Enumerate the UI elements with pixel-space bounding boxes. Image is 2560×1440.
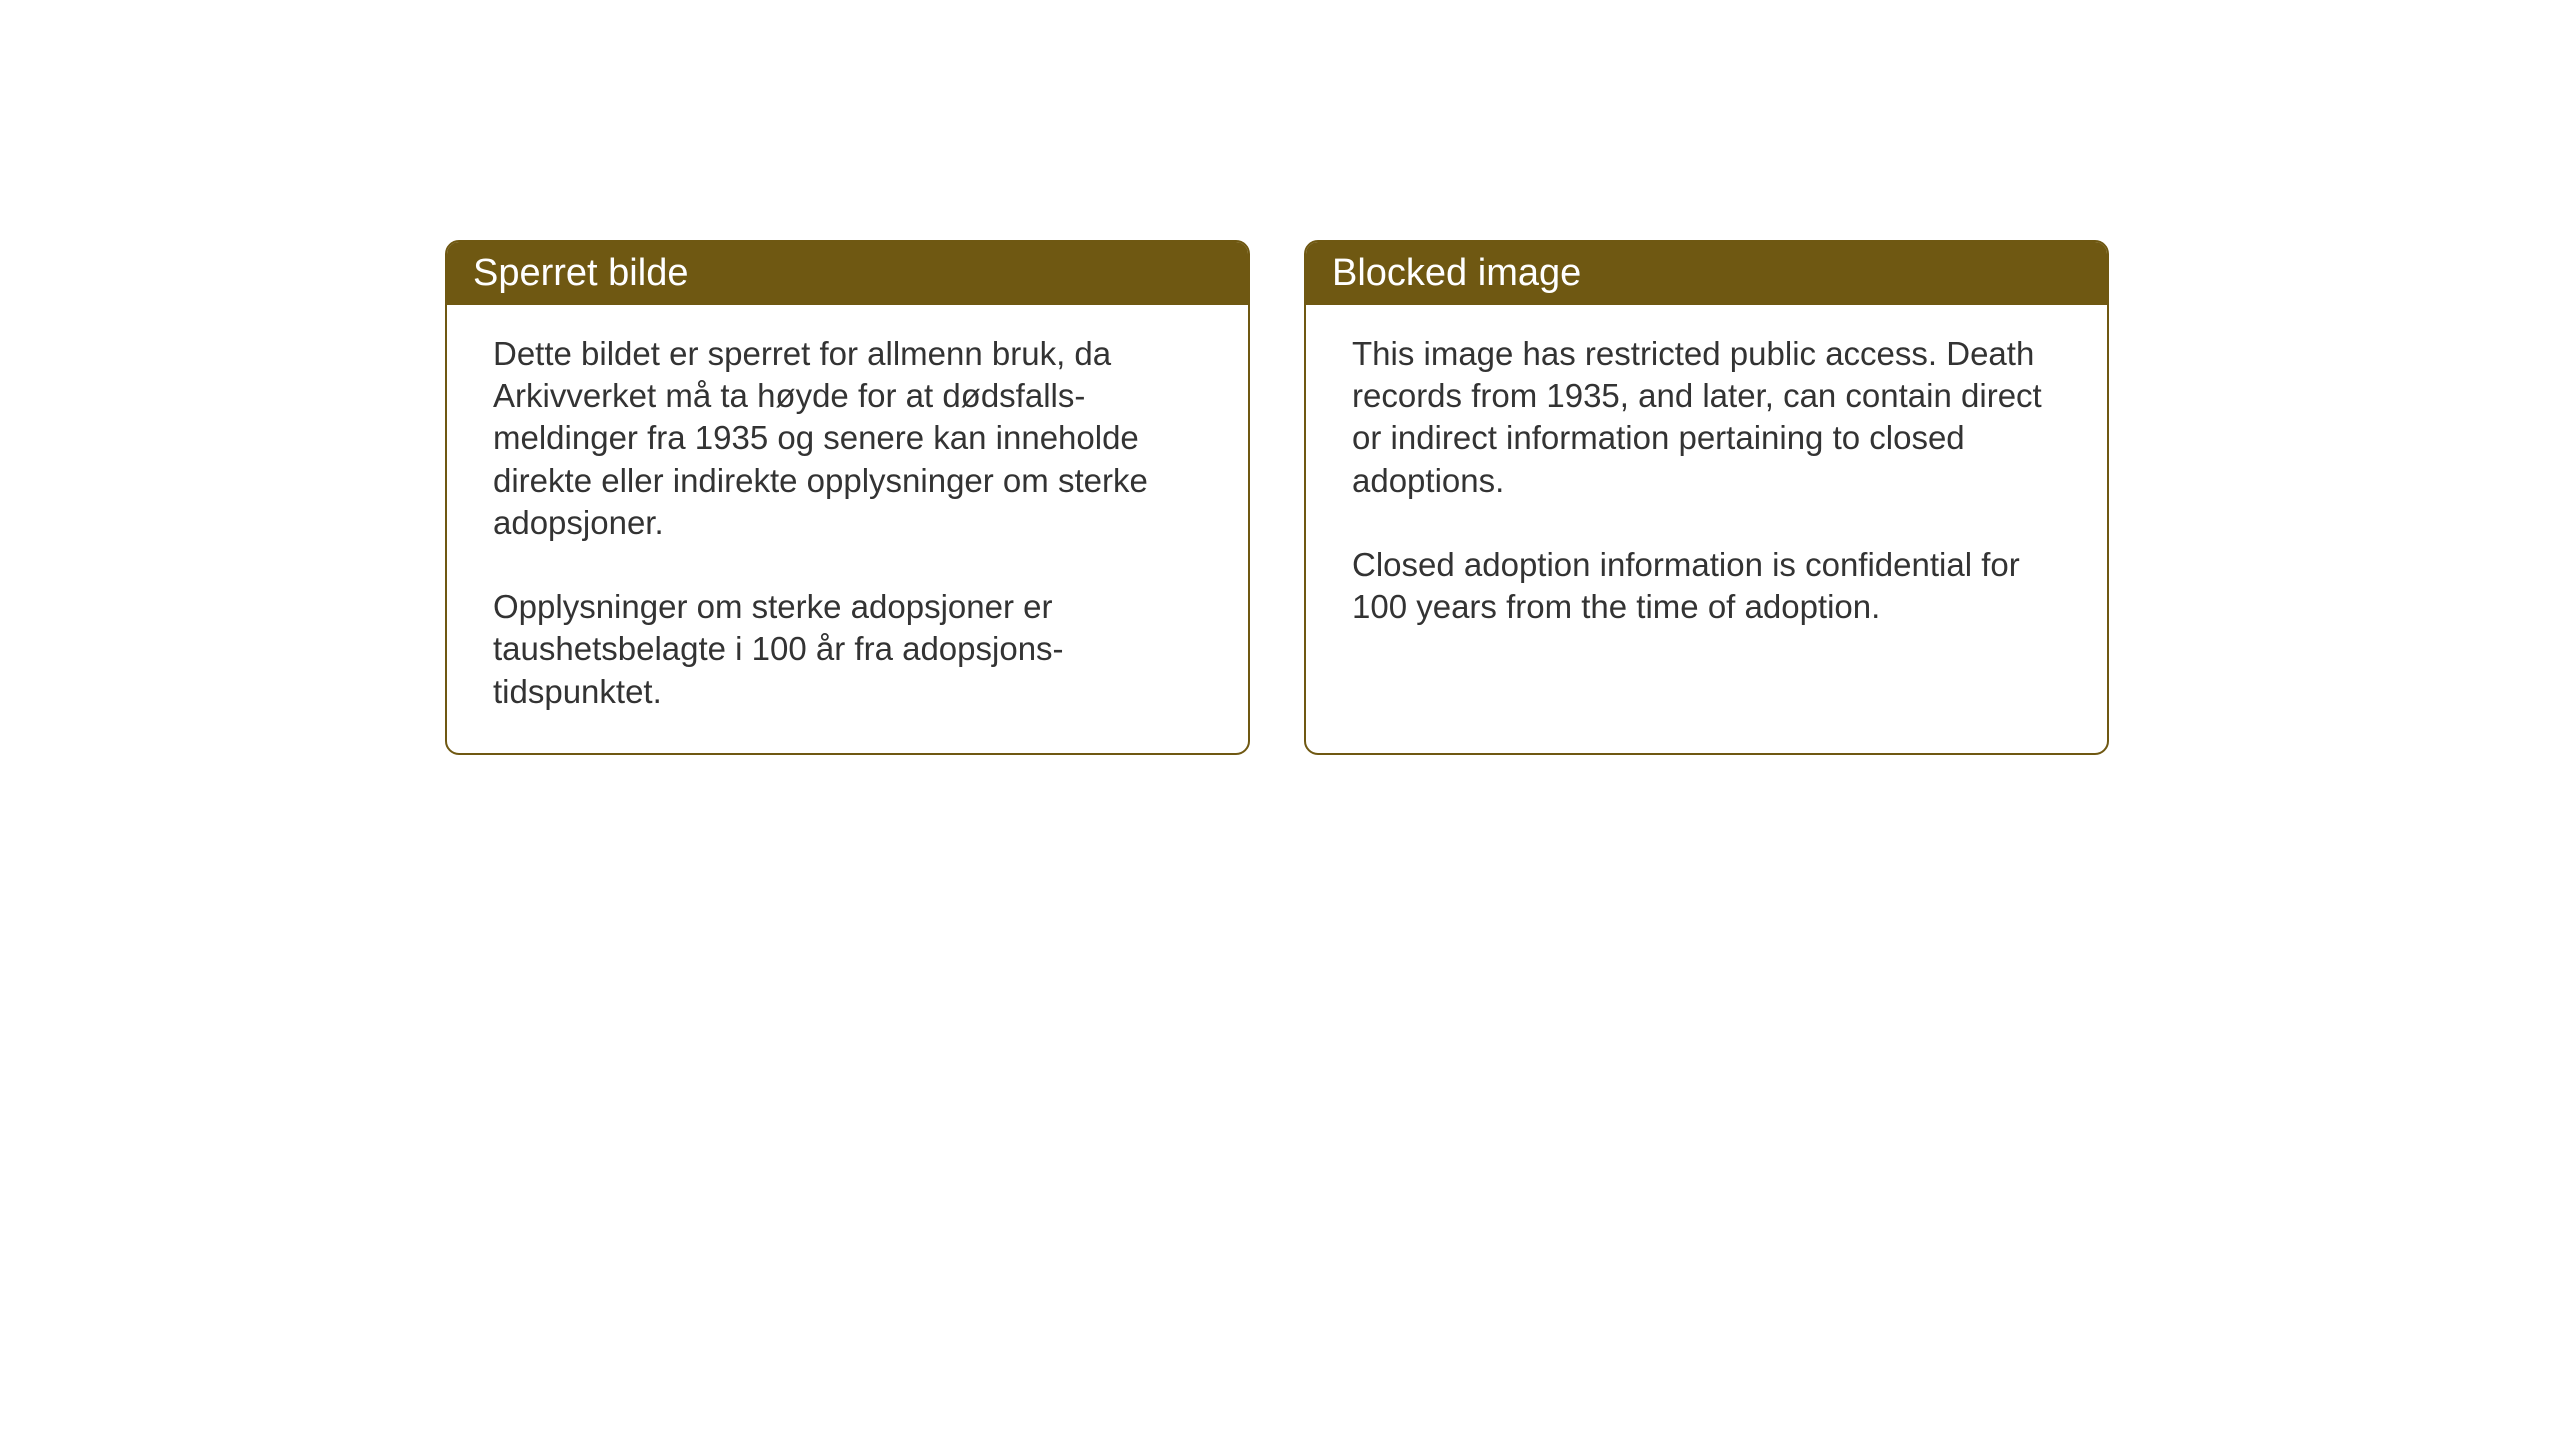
notice-paragraph-1-english: This image has restricted public access.… bbox=[1352, 333, 2061, 502]
notice-box-english: Blocked image This image has restricted … bbox=[1304, 240, 2109, 755]
notice-header-english: Blocked image bbox=[1306, 242, 2107, 305]
notice-container: Sperret bilde Dette bildet er sperret fo… bbox=[445, 240, 2109, 755]
notice-box-norwegian: Sperret bilde Dette bildet er sperret fo… bbox=[445, 240, 1250, 755]
notice-paragraph-2-english: Closed adoption information is confident… bbox=[1352, 544, 2061, 628]
notice-body-english: This image has restricted public access.… bbox=[1306, 305, 2107, 740]
notice-paragraph-1-norwegian: Dette bildet er sperret for allmenn bruk… bbox=[493, 333, 1202, 544]
notice-header-norwegian: Sperret bilde bbox=[447, 242, 1248, 305]
notice-paragraph-2-norwegian: Opplysninger om sterke adopsjoner er tau… bbox=[493, 586, 1202, 713]
notice-body-norwegian: Dette bildet er sperret for allmenn bruk… bbox=[447, 305, 1248, 753]
